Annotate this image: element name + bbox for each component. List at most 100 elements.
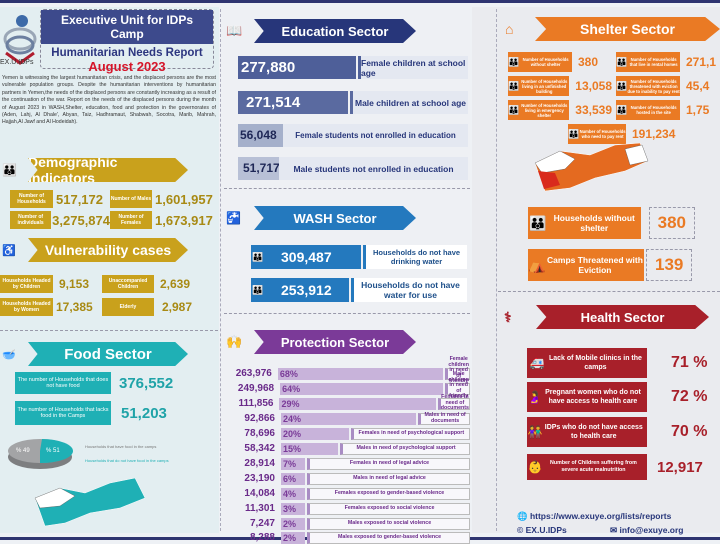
- pregnant-woman-icon: 🤰: [527, 389, 542, 404]
- education-banner: 📖 Education Sector: [226, 19, 416, 43]
- report-header: Executive Unit for IDPs Camp Humanitaria…: [40, 9, 214, 74]
- stat-no-food: The number of Households that does not h…: [15, 372, 180, 394]
- globe-icon: 🌐: [517, 511, 530, 521]
- org-name: Executive Unit for IDPs Camp: [41, 10, 213, 44]
- logo-text: EX.U.IDPs: [0, 59, 34, 66]
- percent-bar: 64%: [280, 382, 444, 395]
- pie-legend-no-food: Households that do not have food in the …: [85, 458, 169, 463]
- shelter-person-icon: ⌂: [505, 21, 514, 37]
- family-icon: 👪: [252, 284, 264, 295]
- food-bowl-icon: 🥣: [2, 348, 16, 361]
- report-period: August 2023: [88, 59, 166, 74]
- family-icon: 👪: [2, 163, 17, 177]
- stat-households-without-shelter: 👪 Households without shelter 380: [528, 207, 695, 239]
- stat-child-headed: Households Headed by Children 9,153: [0, 275, 100, 293]
- shelter-stat: 👪 Number of Households living in emergenc…: [508, 100, 612, 120]
- ambulance-icon: 🚑: [529, 355, 545, 370]
- protection-row: 28,914 7% Females in need of legal advice: [226, 457, 470, 470]
- percent-bar: 2%: [281, 517, 305, 530]
- protection-row: 111,856 29% Females in need of documents: [238, 394, 470, 412]
- health-title: Health Sector: [536, 305, 709, 329]
- stat-female-school-age: 277,880 Female children at school age: [238, 56, 468, 79]
- copyright-icon: ©: [517, 525, 526, 535]
- tent-icon: ⛺: [528, 257, 546, 273]
- education-title: Education Sector: [254, 19, 416, 43]
- shelter-stat: 👪 Number of Households threatened with ev…: [616, 76, 720, 96]
- stat-females: Number of Females 1,673,917: [110, 211, 218, 229]
- wash-banner: 🚰 WASH Sector: [226, 206, 416, 230]
- shelter-stat: 👪 Number of Households without shelter 380: [508, 52, 612, 72]
- health-banner: ⚕ Health Sector: [504, 305, 709, 329]
- stat-female-not-enrolled: 56,048 Female students not enrolled in e…: [238, 124, 468, 147]
- family-icon: 👪: [508, 80, 520, 91]
- demographic-title: Demographic Indicators: [28, 158, 188, 182]
- shelter-banner: ⌂ Shelter Sector: [505, 17, 720, 41]
- footer-email[interactable]: ✉ info@exuye.org: [610, 525, 684, 535]
- footer-handle: © EX.U.IDPs: [517, 525, 567, 535]
- report-title: Humanitarian Needs Report: [51, 47, 203, 59]
- family-icon: 👪: [508, 104, 520, 115]
- footer-url[interactable]: 🌐 https://www.exuye.org/lists/reports: [517, 511, 672, 521]
- shelter-stat: 👪 Number of Households hosted in the site…: [616, 100, 720, 120]
- wheelchair-icon: ♿: [2, 244, 16, 257]
- stat-males: Number of Males 1,601,957: [110, 190, 213, 208]
- protection-row: 14,084 4% Females exposed to gender-based …: [226, 487, 470, 500]
- logo-icon: [3, 15, 37, 65]
- protection-row: 58,342 15% Males in need of psychological …: [226, 442, 470, 455]
- protection-row: 92,866 24% Males in need of documents: [226, 412, 470, 425]
- mail-icon: ✉: [610, 525, 620, 535]
- shelter-stat: 👪 Number of Households who need to pay re…: [568, 124, 678, 144]
- wash-title: WASH Sector: [254, 206, 416, 230]
- percent-bar: 15%: [281, 442, 339, 455]
- section-divider: [0, 330, 218, 331]
- percent-bar: 29%: [279, 397, 436, 410]
- percent-bar: 68%: [277, 367, 444, 380]
- yemen-map-food: [34, 478, 146, 527]
- protection-row: 7,247 2% Males exposed to social violence: [226, 517, 470, 530]
- family-icon: 👪: [616, 80, 628, 91]
- section-divider: [498, 291, 720, 292]
- people-icon: 👫: [527, 424, 543, 439]
- yemen-map-shelter: [534, 143, 649, 192]
- svg-text:% 49: % 49: [16, 448, 30, 454]
- intro-text: Yemen is witnessing the largest humanita…: [2, 75, 216, 126]
- shelter-stat: 👪 Number of Households that live in renta…: [616, 52, 720, 72]
- stat-women-headed: Households Headed by Women 17,385: [0, 298, 100, 316]
- percent-bar: 20%: [281, 427, 349, 440]
- protection-hands-icon: 🙌: [226, 334, 243, 349]
- stat-no-water-use: 👪 253,912 Households do not have water fo…: [251, 278, 467, 302]
- children-icon: 👶: [527, 459, 543, 474]
- section-divider: [224, 188, 470, 189]
- stat-camps-threatened: ⛺ Camps Threatened with Eviction 139: [528, 249, 696, 281]
- food-banner: 🥣 Food Sector: [2, 342, 188, 366]
- stat-households: Number of Households 517,172: [10, 190, 110, 208]
- food-title: Food Sector: [28, 342, 188, 366]
- demographic-banner: 👪 Demographic Indicators: [2, 158, 188, 182]
- protection-banner: 🙌 Protection Sector: [226, 330, 416, 354]
- percent-bar: 7%: [281, 457, 305, 470]
- water-tap-icon: 🚰: [226, 211, 241, 225]
- percent-bar: 4%: [281, 487, 305, 500]
- percent-bar: 6%: [281, 472, 305, 485]
- book-icon: 📖: [226, 23, 243, 38]
- stat-elderly: Elderly 2,987: [102, 298, 202, 316]
- column-divider: [496, 9, 497, 531]
- health-stat: 🤰 Pregnant women who do not have access t…: [527, 382, 712, 412]
- protection-row: 11,301 3% Females exposed to social violen…: [226, 502, 470, 515]
- caduceus-icon: ⚕: [504, 308, 512, 325]
- pie-legend-have-food: Households that have food in the camps: [85, 444, 157, 449]
- protection-row: 23,190 6% Males in need of legal advice: [226, 472, 470, 485]
- family-icon: 👪: [252, 251, 264, 262]
- family-icon: 👪: [568, 128, 580, 139]
- family-icon: 👪: [529, 215, 547, 231]
- health-stat: 👫 IDPs who do not have access to health c…: [527, 417, 712, 447]
- vulnerability-banner: ♿ Vulnerability cases: [2, 238, 188, 262]
- section-divider: [224, 313, 470, 314]
- stat-male-not-enrolled: 51,717 Male students not enrolled in edu…: [238, 157, 468, 180]
- vulnerability-title: Vulnerability cases: [28, 238, 188, 262]
- stat-no-drinking-water: 👪 309,487 Households do not have drinking…: [251, 245, 467, 269]
- stat-male-school-age: 271,514 Male children at school age: [238, 91, 468, 114]
